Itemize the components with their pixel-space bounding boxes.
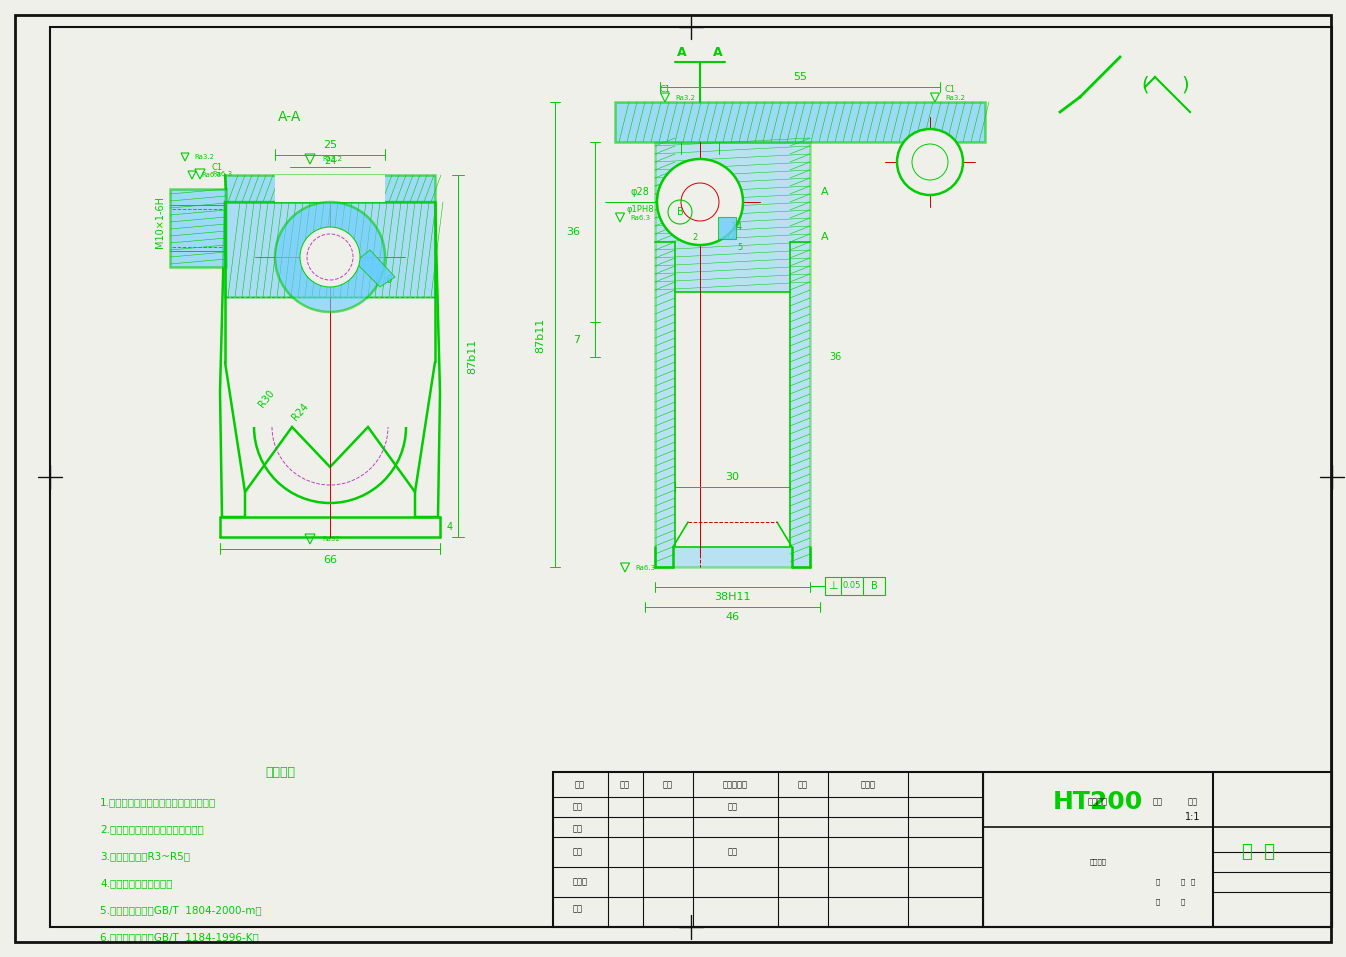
Text: 铸铁: 铸铁 bbox=[728, 803, 738, 812]
Text: A: A bbox=[821, 187, 829, 197]
Bar bbox=[615, 102, 985, 142]
Text: C1: C1 bbox=[211, 164, 222, 172]
Text: Ra3.2: Ra3.2 bbox=[946, 95, 966, 100]
Text: B: B bbox=[677, 207, 684, 217]
Text: 年月日: 年月日 bbox=[860, 781, 875, 790]
Text: C1: C1 bbox=[945, 85, 956, 95]
Text: 0.05: 0.05 bbox=[843, 582, 861, 590]
Text: 1.钓件不得有气孔、裂纹及沙眼等缺陷。: 1.钓件不得有气孔、裂纹及沙眼等缺陷。 bbox=[100, 797, 217, 807]
Text: 张: 张 bbox=[1180, 899, 1184, 905]
Bar bbox=[674, 292, 790, 547]
Text: 共: 共 bbox=[1156, 879, 1160, 885]
Text: 7: 7 bbox=[573, 335, 580, 345]
Text: 14: 14 bbox=[731, 222, 743, 232]
Text: ⊥: ⊥ bbox=[828, 581, 837, 591]
Bar bbox=[825, 577, 886, 595]
Text: 55: 55 bbox=[793, 72, 808, 82]
Text: R30: R30 bbox=[257, 389, 277, 410]
Text: Ra32: Ra32 bbox=[322, 536, 339, 542]
Circle shape bbox=[657, 159, 743, 245]
Text: A: A bbox=[677, 46, 686, 58]
Text: 30: 30 bbox=[725, 472, 739, 482]
Text: M10×1-6H: M10×1-6H bbox=[155, 196, 166, 248]
Text: Ra3.2: Ra3.2 bbox=[195, 154, 214, 160]
Text: 46: 46 bbox=[725, 612, 739, 622]
Text: 36: 36 bbox=[829, 352, 841, 362]
Polygon shape bbox=[225, 202, 435, 297]
Bar bbox=[553, 772, 1333, 927]
Text: 张: 张 bbox=[1180, 879, 1184, 885]
Text: φ1PH8: φ1PH8 bbox=[626, 206, 654, 214]
Text: 标准化: 标准化 bbox=[573, 878, 588, 886]
Circle shape bbox=[896, 129, 962, 195]
Polygon shape bbox=[355, 250, 394, 287]
Text: A: A bbox=[713, 46, 723, 58]
Text: 设计: 设计 bbox=[573, 803, 583, 812]
Text: Ra6.3: Ra6.3 bbox=[631, 214, 651, 220]
Text: 比例: 比例 bbox=[1189, 797, 1198, 807]
Text: R24: R24 bbox=[289, 402, 310, 422]
Text: 36: 36 bbox=[567, 227, 580, 237]
Text: 审核: 审核 bbox=[573, 825, 583, 834]
Bar bbox=[717, 217, 736, 239]
Text: 拨叉: 拨叉 bbox=[728, 848, 738, 857]
Text: 标记: 标记 bbox=[575, 781, 586, 790]
Text: 图样代号: 图样代号 bbox=[1089, 858, 1106, 865]
Text: φ28: φ28 bbox=[630, 187, 649, 197]
Text: 38H11: 38H11 bbox=[713, 592, 750, 602]
Text: 处数: 处数 bbox=[1154, 797, 1163, 807]
Text: Ra6.3: Ra6.3 bbox=[202, 172, 222, 178]
Text: 批准: 批准 bbox=[573, 904, 583, 914]
Text: ): ) bbox=[1182, 76, 1189, 95]
Text: 4: 4 bbox=[447, 522, 454, 532]
Text: 第: 第 bbox=[1156, 899, 1160, 905]
Bar bbox=[170, 189, 226, 267]
Text: 2: 2 bbox=[692, 233, 697, 241]
Text: 5.未注尺寸公差按GB/T  1804-2000-m；: 5.未注尺寸公差按GB/T 1804-2000-m； bbox=[100, 905, 261, 915]
Text: 4.未加工面应涂防锈漆；: 4.未加工面应涂防锈漆； bbox=[100, 878, 172, 888]
Text: 87b11: 87b11 bbox=[534, 318, 545, 352]
Text: (: ( bbox=[1141, 76, 1148, 95]
Text: 6: 6 bbox=[385, 275, 392, 285]
Circle shape bbox=[300, 227, 359, 287]
Text: 更改文件号: 更改文件号 bbox=[723, 781, 747, 790]
Text: 分区: 分区 bbox=[664, 781, 673, 790]
Text: 签名: 签名 bbox=[798, 781, 808, 790]
Text: 图样标记: 图样标记 bbox=[1088, 797, 1108, 807]
Text: Ra6.3: Ra6.3 bbox=[213, 171, 232, 177]
Bar bbox=[225, 175, 435, 202]
Circle shape bbox=[275, 202, 385, 312]
Text: 技术要求: 技术要求 bbox=[265, 766, 295, 778]
Text: HT200: HT200 bbox=[1053, 790, 1143, 814]
Text: 处数: 处数 bbox=[621, 781, 630, 790]
Text: 25: 25 bbox=[323, 140, 336, 150]
Text: 24: 24 bbox=[324, 156, 336, 166]
Text: 2.钓件应进火处理，以消除内应力；: 2.钓件应进火处理，以消除内应力； bbox=[100, 824, 203, 834]
Text: 5: 5 bbox=[738, 242, 743, 252]
Text: A-A: A-A bbox=[279, 110, 302, 124]
Text: 87b11: 87b11 bbox=[467, 339, 476, 373]
Text: Ra3.2: Ra3.2 bbox=[322, 156, 342, 162]
Text: Ra3.2: Ra3.2 bbox=[676, 95, 696, 100]
Text: Ra6.3: Ra6.3 bbox=[635, 565, 656, 570]
Polygon shape bbox=[219, 202, 440, 517]
Text: 工艺: 工艺 bbox=[573, 848, 583, 857]
Text: 3.未注钓造圆角R3~R5；: 3.未注钓造圆角R3~R5； bbox=[100, 851, 190, 861]
Text: 拨  叉: 拨 叉 bbox=[1241, 843, 1275, 861]
Text: 第: 第 bbox=[1191, 879, 1195, 885]
Text: A: A bbox=[821, 232, 829, 242]
Bar bbox=[275, 175, 385, 202]
Text: C1: C1 bbox=[660, 85, 670, 95]
Bar bbox=[656, 142, 810, 567]
Text: 1:1: 1:1 bbox=[1186, 812, 1201, 822]
Text: B: B bbox=[871, 581, 878, 591]
Text: 66: 66 bbox=[323, 555, 336, 565]
Text: 6.未注几何公差按GB/T  1184-1996-K。: 6.未注几何公差按GB/T 1184-1996-K。 bbox=[100, 932, 258, 942]
